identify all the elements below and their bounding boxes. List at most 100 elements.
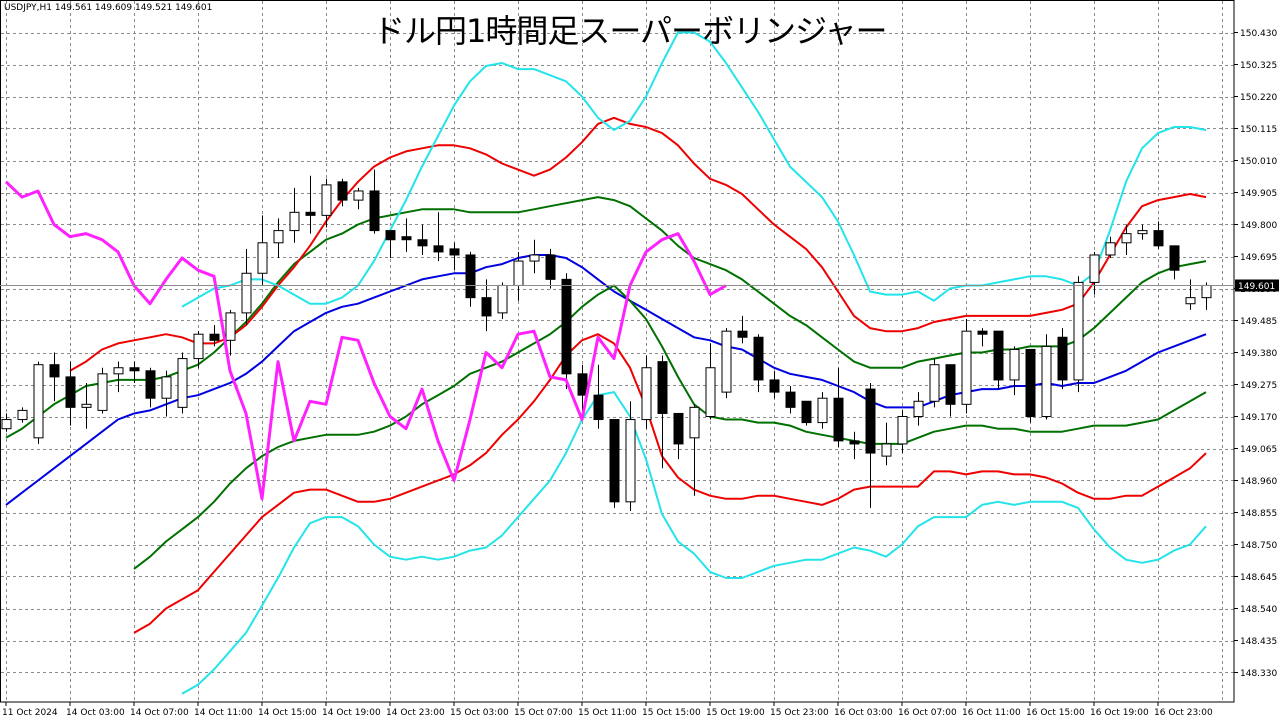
candle bbox=[785, 386, 796, 414]
candle bbox=[113, 361, 124, 393]
candle bbox=[833, 367, 844, 447]
candle bbox=[961, 318, 972, 414]
candle-body-up bbox=[1041, 345, 1052, 417]
candle-body-down bbox=[865, 388, 876, 454]
price-axis: 150.430 150.325 150.220 150.115 150.010 149.9… bbox=[1234, 29, 1277, 679]
candle-body-up bbox=[1073, 281, 1084, 381]
candle bbox=[145, 367, 156, 408]
candle-body-down bbox=[1025, 348, 1036, 418]
time-axis: 11 Oct 2024 14 Oct 03:00 14 Oct 07:00 14 Oc… bbox=[2, 702, 1213, 718]
candle bbox=[897, 410, 908, 454]
y-tick-label: 148.435 bbox=[1240, 637, 1277, 647]
y-tick-label: 150.115 bbox=[1240, 125, 1277, 135]
candle bbox=[625, 401, 636, 511]
candle-body-down bbox=[737, 330, 748, 338]
x-tick-label: 14 Oct 23:00 bbox=[386, 708, 445, 718]
x-tick-label: 15 Oct 03:00 bbox=[450, 708, 509, 718]
x-tick-label: 16 Oct 19:00 bbox=[1090, 708, 1149, 718]
candle bbox=[1025, 348, 1036, 423]
lagging-span-line bbox=[4, 180, 727, 501]
lagging-span bbox=[4, 180, 727, 501]
x-tick-label: 15 Oct 23:00 bbox=[770, 708, 829, 718]
candle bbox=[721, 328, 732, 399]
candle bbox=[449, 242, 460, 271]
candle bbox=[593, 364, 604, 429]
y-tick-label: 149.380 bbox=[1240, 349, 1277, 359]
candle bbox=[609, 419, 620, 508]
candle-body-up bbox=[897, 416, 908, 445]
candle-body-down bbox=[417, 239, 428, 247]
ohlc-readout: 149.561 149.609 149.521 149.601 bbox=[54, 3, 213, 13]
y-tick-label: 149.275 bbox=[1240, 381, 1277, 391]
candle bbox=[849, 431, 860, 460]
candle-body-up bbox=[497, 284, 508, 314]
candle bbox=[1057, 328, 1068, 390]
candle bbox=[929, 358, 940, 408]
candle bbox=[881, 422, 892, 466]
y-tick-label: 150.220 bbox=[1240, 93, 1277, 103]
candle bbox=[81, 382, 92, 429]
candle-body-up bbox=[1201, 284, 1212, 299]
candle bbox=[801, 400, 812, 426]
candle-body-up bbox=[289, 211, 300, 232]
candle-body-down bbox=[593, 394, 604, 421]
candle-body-down bbox=[337, 181, 348, 201]
candle bbox=[1009, 346, 1020, 396]
candle bbox=[1121, 224, 1132, 255]
candle bbox=[1, 413, 12, 432]
candle-body-up bbox=[1009, 348, 1020, 381]
current-price-label: 149.601 bbox=[1238, 282, 1275, 292]
candle bbox=[993, 330, 1004, 390]
candle bbox=[337, 178, 348, 207]
candle bbox=[129, 361, 140, 383]
candle bbox=[817, 392, 828, 429]
candle-body-up bbox=[513, 260, 524, 286]
candle-body-up bbox=[177, 358, 188, 408]
candle bbox=[241, 248, 252, 326]
y-tick-label: 149.065 bbox=[1240, 445, 1277, 455]
candle-body-up bbox=[161, 376, 172, 399]
candle-body-up bbox=[17, 409, 28, 421]
candle bbox=[289, 187, 300, 243]
candle-body-down bbox=[369, 190, 380, 232]
y-tick-label: 148.645 bbox=[1240, 573, 1277, 583]
candle-body-down bbox=[209, 333, 220, 341]
candle bbox=[193, 331, 204, 368]
candle-body-up bbox=[1185, 297, 1196, 305]
candle-body-down bbox=[577, 373, 588, 396]
candle-body-up bbox=[257, 242, 268, 274]
candle bbox=[1089, 251, 1100, 295]
y-tick-label: 148.750 bbox=[1240, 541, 1277, 551]
candle bbox=[977, 328, 988, 347]
candle-body-down bbox=[801, 400, 812, 424]
band-line-sigma1 bbox=[133, 284, 1207, 570]
plot-border bbox=[0, 0, 1235, 703]
y-tick-label: 148.855 bbox=[1240, 509, 1277, 519]
candle bbox=[433, 212, 444, 262]
band-line-sigma2 bbox=[69, 116, 1207, 372]
candle bbox=[305, 175, 316, 234]
candle-body-down bbox=[433, 245, 444, 253]
band-line-sigma2 bbox=[133, 333, 1207, 634]
candle-body-down bbox=[753, 336, 764, 381]
candle bbox=[1105, 236, 1116, 259]
candle-body-down bbox=[401, 236, 412, 241]
candle-body-down bbox=[481, 297, 492, 317]
candle bbox=[705, 343, 716, 420]
candle-body-up bbox=[1137, 230, 1148, 235]
candle-body-down bbox=[673, 412, 684, 445]
candle-body-up bbox=[817, 397, 828, 424]
candle bbox=[561, 273, 572, 390]
x-tick-label: 15 Oct 19:00 bbox=[706, 708, 765, 718]
candle-body-down bbox=[945, 364, 956, 405]
candle-body-down bbox=[657, 361, 668, 414]
candle bbox=[65, 361, 76, 426]
candle bbox=[1185, 279, 1196, 310]
band-line-sigma1 bbox=[5, 196, 1207, 439]
candle bbox=[385, 230, 396, 259]
candle bbox=[177, 352, 188, 414]
candle bbox=[913, 392, 924, 426]
candle-body-up bbox=[113, 367, 124, 375]
candle-body-up bbox=[1089, 254, 1100, 283]
x-tick-label: 14 Oct 19:00 bbox=[322, 708, 381, 718]
